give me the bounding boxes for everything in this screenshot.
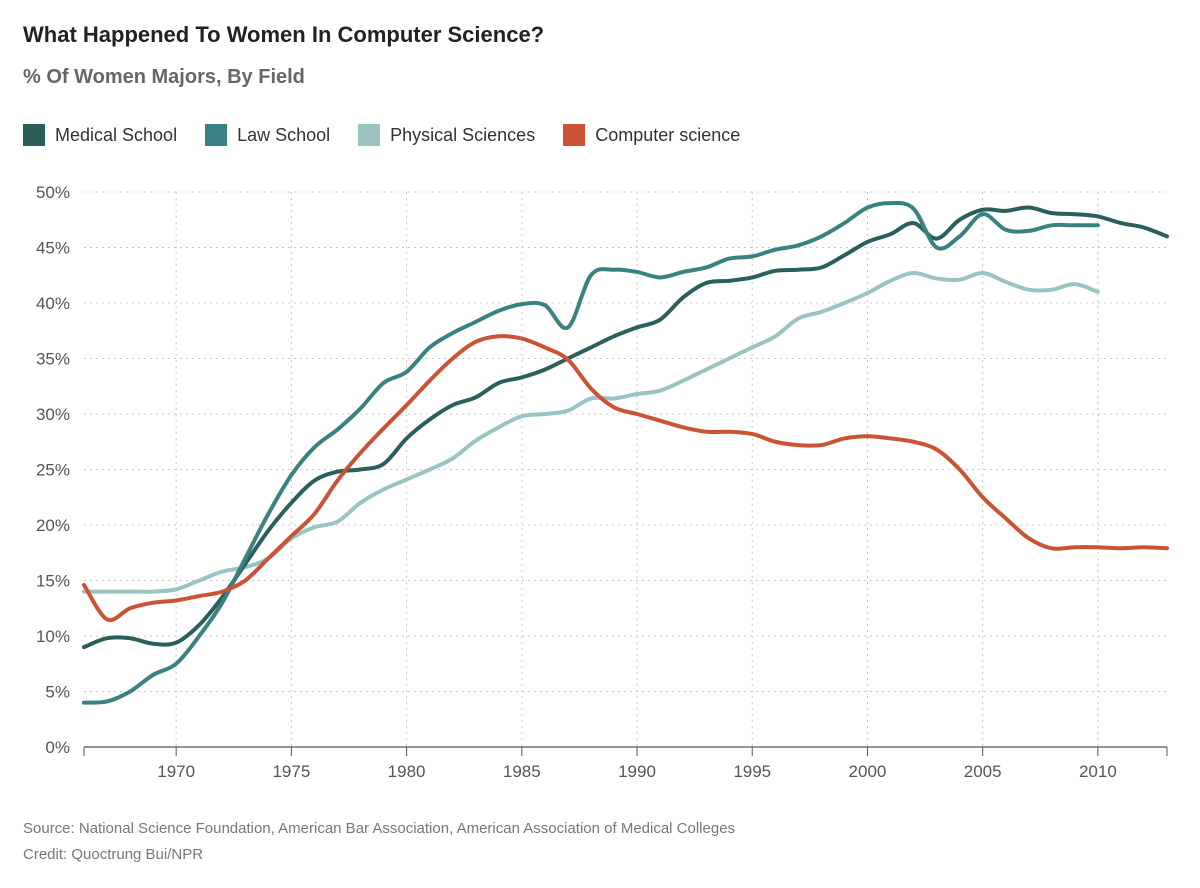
legend-swatch-physical-sciences	[358, 124, 381, 146]
x-tick-label: 1975	[272, 762, 310, 781]
legend-label-computer-science: Computer science	[595, 124, 741, 145]
credit-note: Credit: Quoctrung Bui/NPR	[23, 846, 204, 863]
chart-subtitle: % Of Women Majors, By Field	[23, 66, 305, 88]
legend-label-medical-school: Medical School	[55, 124, 178, 145]
x-tick-label: 2000	[849, 762, 887, 781]
source-note: Source: National Science Foundation, Ame…	[23, 820, 736, 837]
y-tick-label: 30%	[36, 405, 70, 424]
legend-label-physical-sciences: Physical Sciences	[390, 124, 536, 145]
y-tick-label: 0%	[45, 738, 70, 757]
series-line-computer-science	[82, 334, 1169, 623]
x-tick-label: 1980	[388, 762, 426, 781]
gridlines	[84, 191, 1167, 747]
y-tick-label: 40%	[36, 294, 70, 313]
legend-item-medical-school: Medical School	[23, 124, 177, 146]
x-tick-label: 1990	[618, 762, 656, 781]
legend: Medical School Law School Physical Scien…	[23, 124, 768, 146]
legend-label-law-school: Law School	[237, 124, 331, 145]
x-tick-label: 1970	[157, 762, 195, 781]
legend-item-physical-sciences: Physical Sciences	[358, 124, 535, 146]
legend-item-computer-science: Computer science	[563, 124, 740, 146]
y-tick-label: 20%	[36, 516, 70, 535]
legend-swatch-computer-science	[563, 124, 586, 146]
x-tick-label: 1985	[503, 762, 541, 781]
y-tick-label: 35%	[36, 350, 70, 369]
axes: 0% 5% 10% 15% 20% 25% 30% 35% 40% 45% 50% 1970 1975 1…	[36, 183, 1168, 781]
x-tick-label: 2010	[1079, 762, 1117, 781]
y-tick-label: 50%	[36, 183, 70, 202]
series-lines	[82, 200, 1169, 705]
y-tick-label: 10%	[36, 627, 70, 646]
legend-item-law-school: Law School	[205, 124, 330, 146]
x-tick-label: 2005	[964, 762, 1002, 781]
legend-swatch-law-school	[205, 124, 228, 146]
series-line-medical-school	[82, 205, 1169, 650]
y-tick-label: 45%	[36, 239, 70, 258]
series-line-physical-sciences	[82, 271, 1100, 594]
legend-swatch-medical-school	[23, 124, 45, 146]
y-tick-label: 25%	[36, 461, 70, 480]
chart-title: What Happened To Women In Computer Scien…	[23, 22, 545, 47]
y-tick-label: 5%	[45, 683, 70, 702]
x-tick-label: 1995	[733, 762, 771, 781]
y-tick-label: 15%	[36, 572, 70, 591]
series-line-law-school	[82, 200, 1100, 705]
